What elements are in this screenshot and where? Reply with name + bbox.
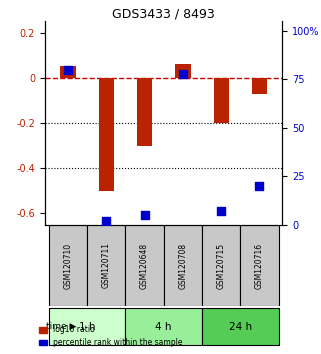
Text: GSM120715: GSM120715 bbox=[217, 242, 226, 289]
FancyBboxPatch shape bbox=[49, 308, 126, 345]
Text: GSM120711: GSM120711 bbox=[102, 242, 111, 289]
Bar bbox=[99, 78, 114, 191]
FancyBboxPatch shape bbox=[87, 225, 126, 306]
Text: GSM120710: GSM120710 bbox=[64, 242, 73, 289]
Text: GSM120648: GSM120648 bbox=[140, 242, 149, 289]
Title: GDS3433 / 8493: GDS3433 / 8493 bbox=[112, 7, 215, 20]
Text: 1 h: 1 h bbox=[79, 321, 95, 332]
FancyBboxPatch shape bbox=[49, 225, 87, 306]
Text: GSM120708: GSM120708 bbox=[178, 242, 187, 289]
Point bbox=[65, 67, 71, 73]
Bar bbox=[252, 78, 267, 93]
Bar bbox=[60, 67, 75, 78]
Text: 4 h: 4 h bbox=[155, 321, 172, 332]
Point bbox=[219, 209, 224, 214]
Text: time ▶: time ▶ bbox=[46, 322, 76, 331]
FancyBboxPatch shape bbox=[202, 225, 240, 306]
Point bbox=[142, 212, 147, 218]
FancyBboxPatch shape bbox=[126, 308, 202, 345]
Legend: log10 ratio, percentile rank within the sample: log10 ratio, percentile rank within the … bbox=[36, 322, 185, 350]
Point bbox=[104, 218, 109, 224]
FancyBboxPatch shape bbox=[126, 225, 164, 306]
FancyBboxPatch shape bbox=[164, 225, 202, 306]
Bar bbox=[137, 78, 152, 145]
FancyBboxPatch shape bbox=[202, 308, 279, 345]
Text: GSM120716: GSM120716 bbox=[255, 242, 264, 289]
FancyBboxPatch shape bbox=[240, 225, 279, 306]
Text: 24 h: 24 h bbox=[229, 321, 252, 332]
Point bbox=[180, 71, 186, 76]
Bar bbox=[213, 78, 229, 123]
Bar bbox=[175, 64, 191, 78]
Point bbox=[257, 183, 262, 189]
